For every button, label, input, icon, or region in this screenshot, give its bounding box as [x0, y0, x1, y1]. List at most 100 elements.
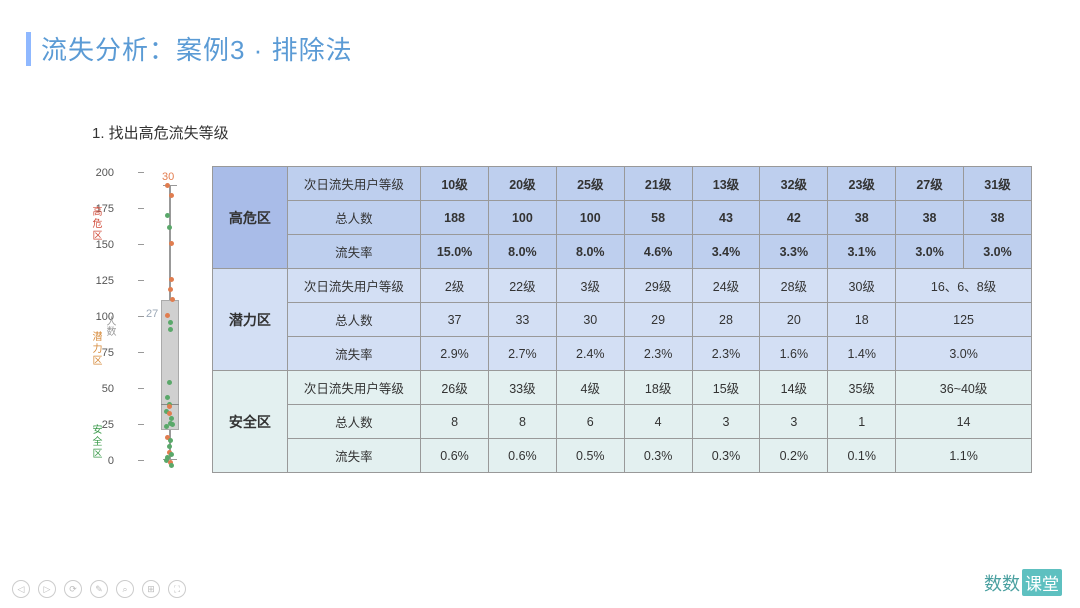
ytick: 0: [118, 460, 144, 461]
logo-text-a: 数数: [984, 570, 1020, 596]
value-cell: 2.3%: [692, 337, 760, 371]
logo-text-b: 课堂: [1022, 569, 1062, 596]
value-cell: 1.1%: [896, 439, 1032, 473]
value-cell: 3.4%: [692, 235, 760, 269]
table-row: 潜力区次日流失用户等级2级22级3级29级24级28级30级16、6、8级: [213, 269, 1032, 303]
value-cell: 38: [896, 201, 964, 235]
ytick-line: [138, 244, 144, 245]
ytick: 100: [118, 316, 144, 317]
value-cell: 38: [964, 201, 1032, 235]
ytick-label: 50: [90, 383, 114, 395]
value-cell: 0.6%: [421, 439, 489, 473]
data-point: [167, 411, 172, 416]
value-cell: 3.0%: [964, 235, 1032, 269]
value-cell: 0.6%: [488, 439, 556, 473]
box-area: [158, 178, 182, 466]
value-cell: 14级: [760, 371, 828, 405]
value-cell: 8.0%: [488, 235, 556, 269]
mid-count-label: 27: [146, 308, 158, 320]
top-count-label: 30: [162, 171, 174, 183]
data-point: [167, 404, 172, 409]
value-cell: 2.3%: [624, 337, 692, 371]
boxplot-chart: 0255075100125150175200人数3027高危区潜力区安全区: [62, 166, 212, 484]
value-cell: 33级: [488, 371, 556, 405]
table-row: 高危区次日流失用户等级10级20级25级21级13级32级23级27级31级: [213, 167, 1032, 201]
data-point: [164, 424, 169, 429]
value-cell: 38: [828, 201, 896, 235]
value-cell: 1: [828, 405, 896, 439]
metric-cell: 总人数: [287, 201, 420, 235]
footer-toolbar: ◁ ▷ ⟳ ✎ ⌕ ⊞ ⛶: [12, 580, 186, 598]
footer-control-icon[interactable]: ▷: [38, 580, 56, 598]
value-cell: 4级: [556, 371, 624, 405]
zone-cell: 潜力区: [213, 269, 288, 371]
value-cell: 18级: [624, 371, 692, 405]
metric-cell: 流失率: [287, 235, 420, 269]
ytick: 125: [118, 280, 144, 281]
ytick: 50: [118, 388, 144, 389]
footer-control-icon[interactable]: ✎: [90, 580, 108, 598]
value-cell: 100: [556, 201, 624, 235]
data-point: [167, 225, 172, 230]
metric-cell: 次日流失用户等级: [287, 371, 420, 405]
value-cell: 29级: [624, 269, 692, 303]
page-title: 流失分析：案例3 · 排除法: [41, 30, 353, 67]
table-row: 总人数188100100584342383838: [213, 201, 1032, 235]
value-cell: 25级: [556, 167, 624, 201]
data-point: [165, 395, 170, 400]
data-point: [170, 297, 175, 302]
ytick: 75: [118, 352, 144, 353]
value-cell: 28级: [760, 269, 828, 303]
value-cell: 29: [624, 303, 692, 337]
value-cell: 3: [760, 405, 828, 439]
yaxis-label: 人数: [102, 316, 117, 336]
ytick-line: [138, 388, 144, 389]
slide: 流失分析：案例3 · 排除法 1. 找出高危流失等级 0255075100125…: [0, 0, 1080, 608]
table-row: 流失率0.6%0.6%0.5%0.3%0.3%0.2%0.1%1.1%: [213, 439, 1032, 473]
ytick-line: [138, 172, 144, 173]
value-cell: 28: [692, 303, 760, 337]
ytick-line: [138, 460, 144, 461]
region-label: 高危区: [88, 206, 103, 242]
metric-cell: 次日流失用户等级: [287, 269, 420, 303]
value-cell: 3.1%: [828, 235, 896, 269]
metric-cell: 次日流失用户等级: [287, 167, 420, 201]
ytick: 25: [118, 424, 144, 425]
ytick-line: [138, 424, 144, 425]
footer-control-icon[interactable]: ⛶: [168, 580, 186, 598]
data-point: [165, 313, 170, 318]
ytick-label: 125: [90, 275, 114, 287]
value-cell: 13级: [692, 167, 760, 201]
value-cell: 2.9%: [421, 337, 489, 371]
value-cell: 8: [421, 405, 489, 439]
value-cell: 100: [488, 201, 556, 235]
footer-control-icon[interactable]: ⌕: [116, 580, 134, 598]
value-cell: 43: [692, 201, 760, 235]
title-bar: 流失分析：案例3 · 排除法: [26, 30, 353, 67]
ytick-line: [138, 280, 144, 281]
value-cell: 21级: [624, 167, 692, 201]
value-cell: 23级: [828, 167, 896, 201]
data-point: [169, 241, 174, 246]
ytick: 175: [118, 208, 144, 209]
zone-cell: 高危区: [213, 167, 288, 269]
region-label: 安全区: [88, 424, 103, 460]
value-cell: 3.0%: [896, 337, 1032, 371]
data-point: [168, 438, 173, 443]
value-cell: 30: [556, 303, 624, 337]
table-row: 流失率15.0%8.0%8.0%4.6%3.4%3.3%3.1%3.0%3.0%: [213, 235, 1032, 269]
value-cell: 4.6%: [624, 235, 692, 269]
title-accent: [26, 32, 31, 66]
content-row: 0255075100125150175200人数3027高危区潜力区安全区 高危…: [62, 166, 1032, 484]
value-cell: 42: [760, 201, 828, 235]
value-cell: 33: [488, 303, 556, 337]
value-cell: 31级: [964, 167, 1032, 201]
footer-control-icon[interactable]: ◁: [12, 580, 30, 598]
footer-control-icon[interactable]: ⟳: [64, 580, 82, 598]
value-cell: 0.2%: [760, 439, 828, 473]
value-cell: 10级: [421, 167, 489, 201]
data-point: [168, 327, 173, 332]
value-cell: 37: [421, 303, 489, 337]
footer-control-icon[interactable]: ⊞: [142, 580, 160, 598]
brand-logo: 数数 课堂: [984, 569, 1062, 596]
